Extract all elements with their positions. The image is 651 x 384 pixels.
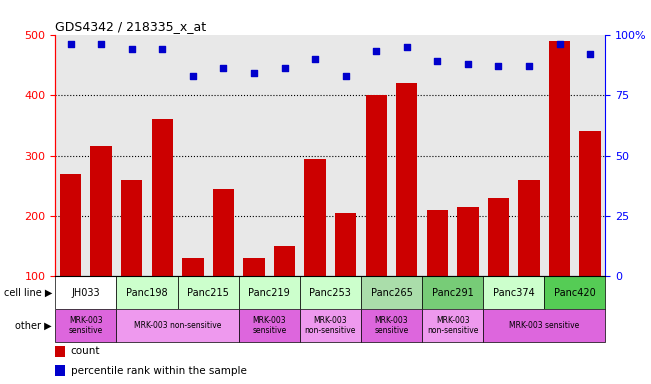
Text: Panc219: Panc219 xyxy=(249,288,290,298)
Text: Panc420: Panc420 xyxy=(554,288,596,298)
Bar xyxy=(243,258,265,337)
Bar xyxy=(422,309,483,342)
Text: Panc253: Panc253 xyxy=(309,288,352,298)
Point xyxy=(65,41,76,47)
Bar xyxy=(365,95,387,337)
Text: JH033: JH033 xyxy=(72,288,100,298)
Bar xyxy=(239,276,300,309)
Point xyxy=(463,61,473,67)
Text: MRK-003
sensitive: MRK-003 sensitive xyxy=(69,316,103,335)
Point xyxy=(432,58,443,64)
Text: GDS4342 / 218335_x_at: GDS4342 / 218335_x_at xyxy=(55,20,206,33)
Point xyxy=(340,73,351,79)
Bar xyxy=(55,365,65,376)
Text: Panc291: Panc291 xyxy=(432,288,473,298)
Bar xyxy=(90,146,112,337)
Text: Panc198: Panc198 xyxy=(126,288,168,298)
Bar xyxy=(488,198,509,337)
Bar xyxy=(518,180,540,337)
Point xyxy=(249,70,259,76)
Point xyxy=(126,46,137,52)
Point xyxy=(279,65,290,71)
Bar xyxy=(300,276,361,309)
Bar xyxy=(178,276,239,309)
Bar xyxy=(426,210,448,337)
Point xyxy=(96,41,106,47)
Bar xyxy=(55,309,117,342)
Bar xyxy=(483,309,605,342)
Bar xyxy=(60,174,81,337)
Point xyxy=(524,63,534,69)
Text: Panc374: Panc374 xyxy=(493,288,534,298)
Point xyxy=(555,41,565,47)
Text: Panc265: Panc265 xyxy=(370,288,413,298)
Point xyxy=(157,46,167,52)
Bar xyxy=(361,276,422,309)
Bar xyxy=(182,258,204,337)
Bar xyxy=(239,309,300,342)
Bar xyxy=(55,346,65,357)
Text: MRK-003 non-sensitive: MRK-003 non-sensitive xyxy=(134,321,221,330)
Point xyxy=(310,56,320,62)
Point xyxy=(218,65,229,71)
Point xyxy=(187,73,198,79)
Bar xyxy=(117,276,178,309)
Bar xyxy=(335,213,356,337)
Bar xyxy=(117,309,239,342)
Point xyxy=(402,44,412,50)
Bar xyxy=(300,309,361,342)
Bar xyxy=(152,119,173,337)
Text: MRK-003
non-sensitive: MRK-003 non-sensitive xyxy=(305,316,356,335)
Bar xyxy=(213,189,234,337)
Text: MRK-003
sensitive: MRK-003 sensitive xyxy=(374,316,409,335)
Bar xyxy=(305,159,326,337)
Text: count: count xyxy=(71,346,100,356)
Text: MRK-003
sensitive: MRK-003 sensitive xyxy=(252,316,286,335)
Point xyxy=(493,63,504,69)
Bar xyxy=(361,309,422,342)
Bar xyxy=(457,207,478,337)
Point xyxy=(371,48,381,55)
Bar xyxy=(544,276,605,309)
Bar xyxy=(396,83,417,337)
Text: MRK-003 sensitive: MRK-003 sensitive xyxy=(509,321,579,330)
Bar xyxy=(549,41,570,337)
Bar xyxy=(422,276,483,309)
Text: Panc215: Panc215 xyxy=(187,288,229,298)
Text: other ▶: other ▶ xyxy=(16,320,52,331)
Bar xyxy=(579,131,601,337)
Bar xyxy=(274,246,296,337)
Bar xyxy=(483,276,544,309)
Bar xyxy=(121,180,143,337)
Bar xyxy=(55,276,117,309)
Text: percentile rank within the sample: percentile rank within the sample xyxy=(71,366,247,376)
Text: cell line ▶: cell line ▶ xyxy=(4,288,52,298)
Text: MRK-003
non-sensitive: MRK-003 non-sensitive xyxy=(427,316,478,335)
Point xyxy=(585,51,596,57)
